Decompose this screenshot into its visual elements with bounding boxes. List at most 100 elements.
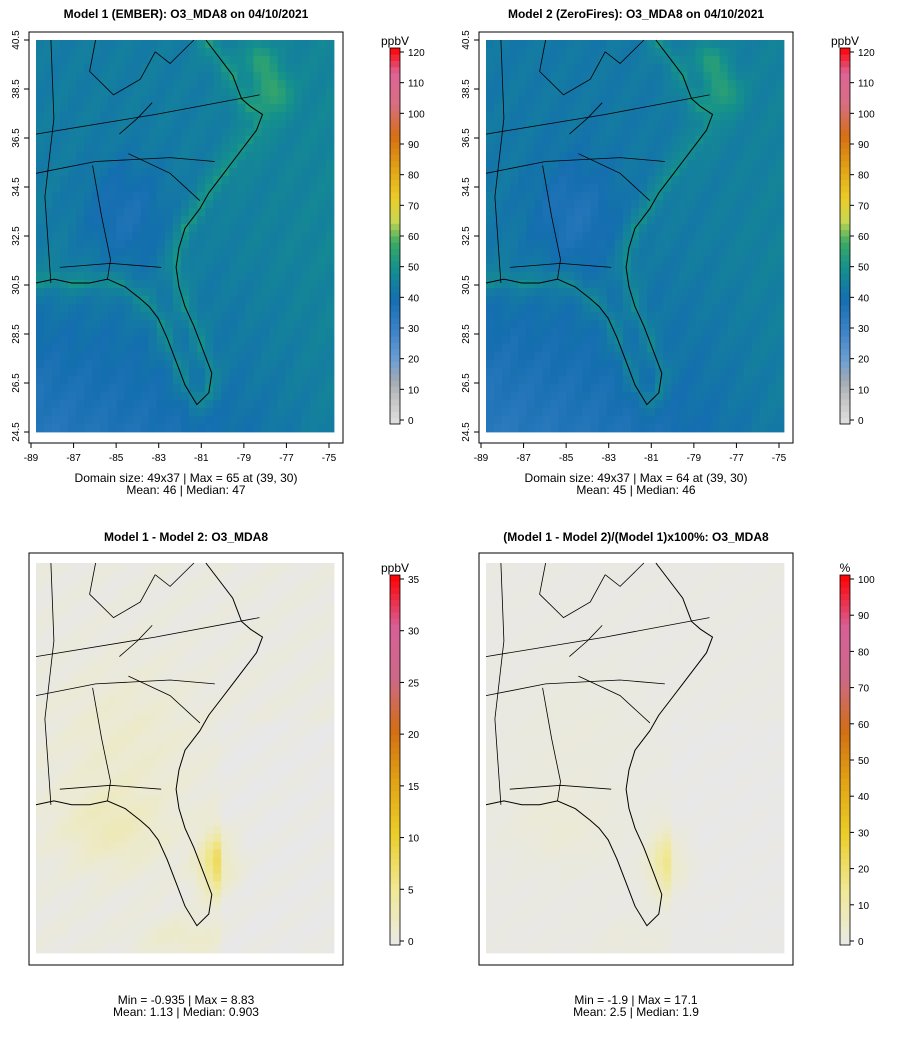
heatmap-cell [60,650,69,659]
heatmap-cell [221,570,230,580]
heatmap-cell [140,248,150,257]
heatmap-cell [156,176,166,185]
heatmap-cell [205,666,214,675]
heatmap-cell [100,56,109,65]
heatmap-cell [164,352,174,361]
heatmap-cell [229,232,238,241]
heatmap-cell [494,272,503,281]
heatmap-cell [100,650,109,659]
heatmap-cell [558,256,567,265]
heatmap-cell [317,136,327,145]
heatmap-cell [590,208,600,217]
heatmap-cell [116,416,125,425]
heatmap-cell [293,570,303,580]
heatmap-cell [277,376,287,385]
heatmap-cell [743,96,753,105]
heatmap-cell [132,64,142,73]
heatmap-cell [60,160,69,169]
heatmap-cell [205,746,214,755]
heatmap-cell [261,176,270,185]
heatmap-cell [502,128,511,137]
heatmap-cell [100,392,109,401]
heatmap-cell [687,240,696,249]
heatmap-cell [44,104,53,113]
heatmap-cell [148,328,158,337]
heatmap-cell [36,746,45,755]
heatmap-cell [164,152,174,161]
heatmap-cell [148,80,158,89]
heatmap-cell [309,264,319,273]
heatmap-cell [590,368,600,377]
heatmap-cell [293,168,303,177]
heatmap-cell [606,288,616,297]
heatmap-cell [285,706,295,715]
heatmap-cell [550,128,559,137]
heatmap-cell [132,288,142,297]
colorbar-segment [840,160,850,168]
heatmap-cell [695,416,704,425]
heatmap-cell [655,72,664,81]
heatmap-cell [164,730,174,739]
heatmap-cell [639,256,648,265]
heatmap-cell [116,336,125,345]
heatmap-cell [213,682,222,691]
heatmap-cell [132,272,142,281]
heatmap-cell [639,280,648,289]
heatmap-cell [116,392,125,401]
heatmap-cell [534,152,543,161]
heatmap-cell [253,280,262,289]
heatmap-cell [622,232,632,241]
heatmap-cell [510,136,519,145]
heatmap-cell [261,232,270,241]
heatmap-cell [598,176,608,185]
heatmap-cell [663,272,672,281]
heatmap-cell [775,400,785,409]
heatmap-cell [205,128,214,137]
heatmap-cell [76,296,85,305]
heatmap-cell [325,96,335,105]
heatmap-cell [518,408,527,417]
heatmap-cell [221,706,230,715]
heatmap-cell [655,144,664,153]
heatmap-cell [317,184,327,193]
heatmap-cell [189,240,198,249]
heatmap-cell [285,264,295,273]
heatmap-cell [534,336,543,345]
heatmap-cell [221,777,230,787]
heatmap-cell [60,610,69,620]
heatmap-cell [164,642,174,651]
heatmap-cell [679,64,688,73]
heatmap-cell [526,320,535,329]
heatmap-cell [108,272,117,281]
heatmap-cell [687,152,696,161]
heatmap-cell [156,200,166,209]
heatmap-cell [189,408,198,417]
heatmap-cell [727,264,737,273]
heatmap-cell [711,360,720,369]
heatmap-cell [671,320,680,329]
heatmap-cell [510,288,519,297]
heatmap-cell [293,602,303,612]
heatmap-cell [221,120,230,129]
heatmap-cell [92,424,101,433]
heatmap-cell [277,706,287,715]
heatmap-cell [767,400,777,409]
heatmap-cell [301,360,311,369]
heatmap-cell [574,80,584,89]
heatmap-cell [751,128,761,137]
heatmap-cell [614,200,624,209]
heatmap-cell [727,168,737,177]
heatmap-cell [245,112,254,121]
colorbar-segment [390,160,400,168]
heatmap-cell [735,248,745,257]
heatmap-cell [735,208,745,217]
heatmap-cell [526,168,535,177]
heatmap-cell [775,80,785,89]
heatmap-cell [237,610,246,620]
heatmap-cell [116,754,125,763]
heatmap-cell [116,682,125,691]
heatmap-cell [116,769,125,779]
heatmap-cell [590,248,600,257]
heatmap-cell [180,200,190,209]
heatmap-cell [687,128,696,137]
